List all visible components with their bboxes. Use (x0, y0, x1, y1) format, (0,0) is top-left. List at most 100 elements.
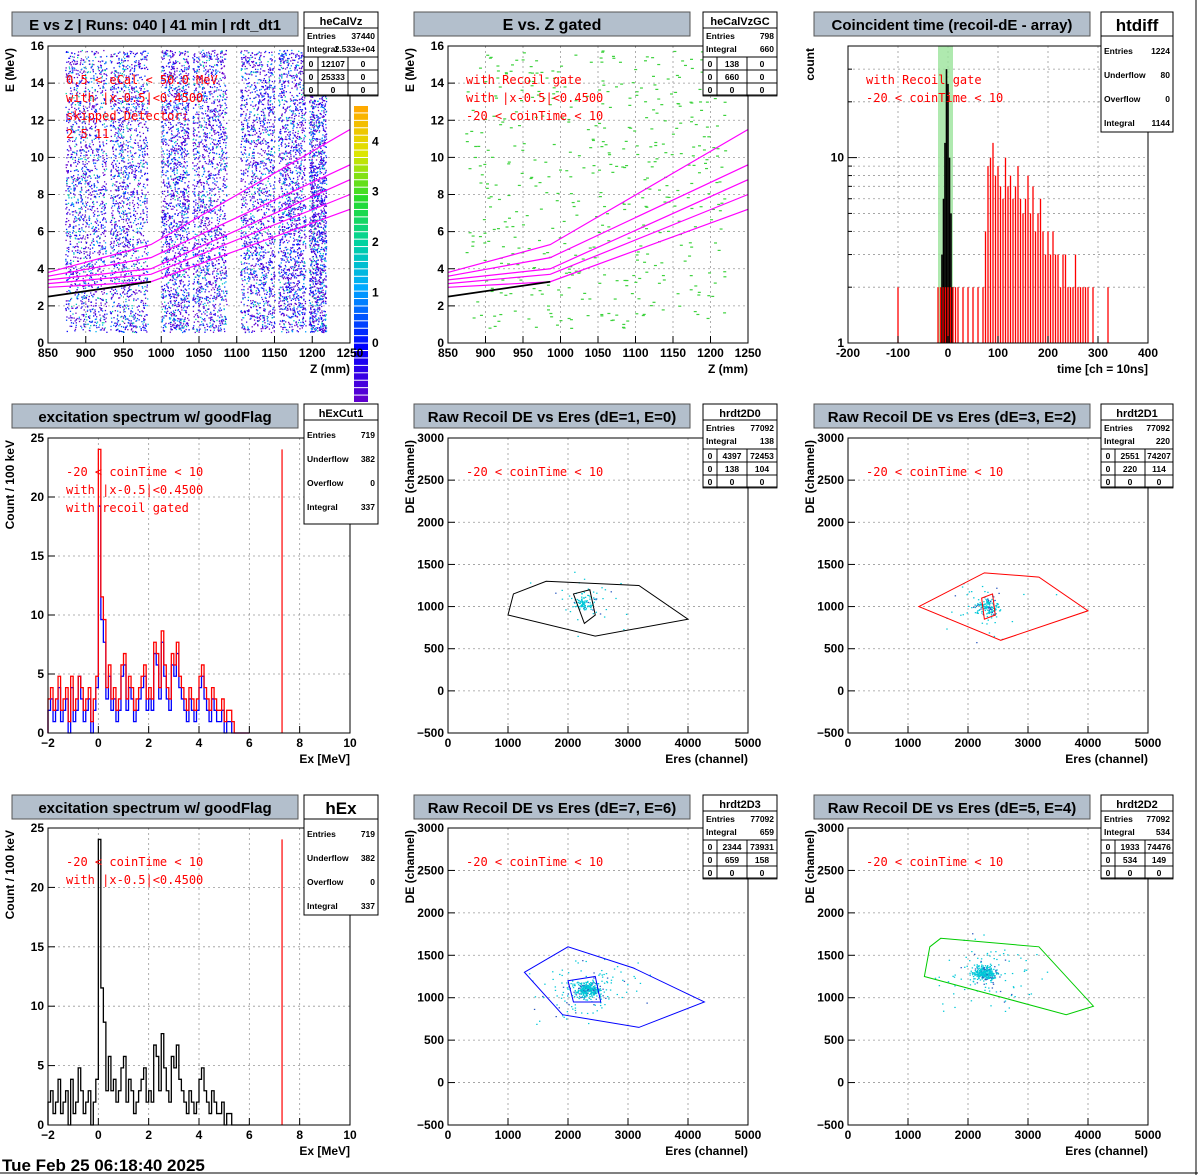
panel-1-cell (216, 181, 217, 182)
panel-1-cell (127, 123, 128, 124)
panel-1-cell (70, 269, 71, 270)
panel-1-cell (134, 197, 135, 198)
panel-1-cell (138, 167, 139, 168)
panel-1-cell (142, 155, 143, 156)
panel-1-cell (117, 321, 118, 322)
panel-1-cell (162, 246, 163, 247)
panel-1-cell (226, 97, 227, 98)
panel-1-cell (128, 322, 129, 323)
panel-1-cell (169, 313, 170, 314)
panel-1-cell (125, 214, 126, 215)
panel-1-cell (184, 139, 185, 140)
panel-1-cell (144, 273, 145, 274)
panel-1-cell (187, 217, 188, 218)
panel-1-cell (188, 320, 189, 321)
panel-1-cell (104, 186, 105, 187)
panel-1-cell (162, 273, 163, 274)
panel-1-cell (136, 320, 137, 321)
panel-1-cell (133, 191, 134, 192)
panel-1-cell (144, 291, 145, 292)
panel-1-cell (82, 199, 83, 200)
panel-1-cell (68, 197, 69, 198)
panel-1-cell (69, 186, 70, 187)
panel-1-cell (101, 65, 102, 66)
panel-1-cell (65, 200, 66, 201)
panel-1-cell (135, 293, 136, 294)
panel-1-cell (145, 154, 146, 155)
panel-1-cell (123, 228, 124, 229)
panel-1-cell (93, 204, 94, 205)
panel-1-cell (114, 175, 115, 176)
panel-1-cell (206, 305, 207, 306)
panel-1-cell (137, 244, 138, 245)
panel-1-cell (201, 139, 202, 140)
panel-1-cell (113, 290, 114, 291)
panel-1-cell (86, 258, 87, 259)
panel-1-cell (131, 225, 132, 226)
panel-1-cell (92, 247, 93, 248)
panel-1-cell (170, 317, 171, 318)
panel-1-cell (205, 217, 206, 218)
panel-1-cell (206, 324, 207, 325)
panel-1-cell (143, 139, 144, 140)
panel-1-cell (96, 149, 97, 150)
panel-1-cell (112, 250, 113, 251)
panel-1-cell (172, 208, 173, 209)
panel-1-cell (75, 237, 76, 238)
panel-1-cell (170, 140, 171, 141)
panel-1-cell (127, 68, 128, 69)
panel-1-cell (163, 210, 164, 211)
panel-1-cell (146, 280, 147, 281)
panel-1-cell (126, 140, 127, 141)
panel-1-cell (172, 198, 173, 199)
panel-1-cell (102, 328, 103, 329)
panel-1-cell (122, 242, 123, 243)
panel-1-cell (181, 309, 182, 310)
panel-1-cell (174, 142, 175, 143)
panel-1-cell (87, 254, 88, 255)
panel-1-cell (102, 324, 103, 325)
panel-1-cell (120, 185, 121, 186)
panel-1-cell (119, 211, 120, 212)
panel-1-cell (86, 190, 87, 191)
panel-1-cell (125, 53, 126, 54)
panel-1-cell (121, 207, 122, 208)
panel-1-cell (127, 128, 128, 129)
panel-1-cell (162, 235, 163, 236)
panel-1-cell (113, 265, 114, 266)
panel-1-cell (133, 87, 134, 88)
panel-1-cell (166, 231, 167, 232)
panel-1-cell (133, 291, 134, 292)
panel-1-cell (70, 165, 71, 166)
panel-1-cell (173, 68, 174, 69)
panel-1-cell (88, 182, 89, 183)
panel-1-cell (180, 221, 181, 222)
panel-1-cell (164, 184, 165, 185)
panel-1-cell (180, 266, 181, 267)
panel-1-cell (117, 225, 118, 226)
panel-1-cell (186, 236, 187, 237)
panel-1-cell (214, 296, 215, 297)
panel-1-cell (137, 142, 138, 143)
panel-1-cell (124, 323, 125, 324)
panel-1-cell (84, 216, 85, 217)
panel-1-cell (179, 55, 180, 56)
panel-1-cell (219, 323, 220, 324)
panel-1-cell (97, 242, 98, 243)
panel-1-cell (143, 280, 144, 281)
panel-1-cell (65, 259, 66, 260)
panel-1-cell (112, 306, 113, 307)
panel-1-cell (116, 203, 117, 204)
panel-1-cell (66, 232, 67, 233)
panel-1-cell (123, 246, 124, 247)
panel-1-cell (118, 190, 119, 191)
panel-1-cell (175, 294, 176, 295)
panel-1-cell (137, 52, 138, 53)
panel-1-cell (126, 307, 127, 308)
panel-1-cell (88, 283, 89, 284)
panel-1-cell (92, 64, 93, 65)
panel-1-cell (215, 69, 216, 70)
panel-1-cell (90, 248, 91, 249)
panel-1-cell (79, 317, 80, 318)
panel-1-cell (140, 242, 141, 243)
